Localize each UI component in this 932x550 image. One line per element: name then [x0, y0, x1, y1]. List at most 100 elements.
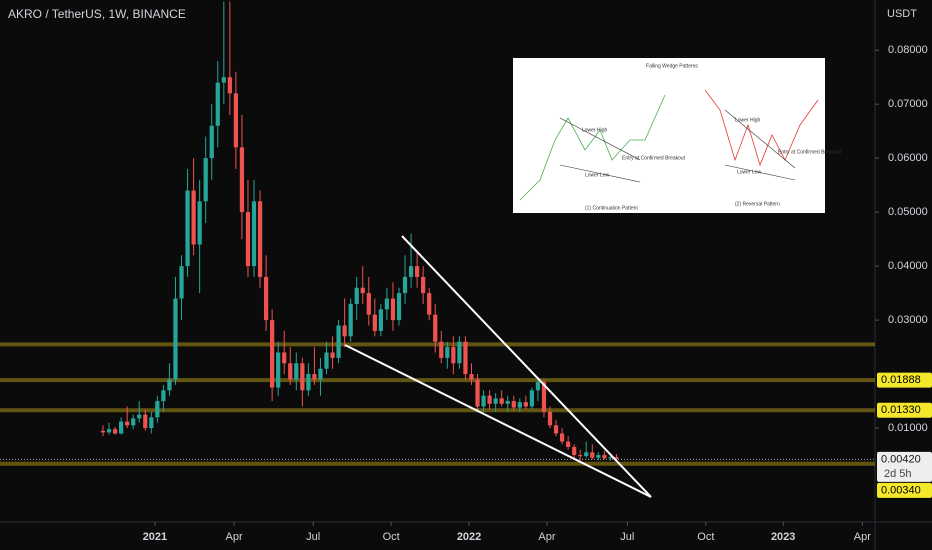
price-badge-label: 0.00340: [881, 484, 921, 496]
candle-body: [614, 457, 619, 460]
candle-body: [348, 303, 353, 337]
candle-body: [566, 441, 571, 447]
candle-body: [282, 352, 287, 364]
candle-body: [427, 293, 432, 315]
candle-body: [300, 363, 305, 391]
lower-trendline: [344, 344, 652, 498]
candle-body: [161, 390, 166, 402]
candle-body: [608, 457, 613, 459]
candle-body: [203, 158, 208, 202]
candle-body: [584, 452, 589, 457]
candle-body: [354, 287, 359, 304]
inset-image: Falling Wedge Patterns Lower High Lower …: [513, 58, 842, 213]
candle-body: [257, 201, 263, 277]
x-tick-label: 2021: [143, 531, 167, 543]
candle-body: [137, 414, 142, 419]
inset-background: [513, 58, 825, 213]
candle-body: [421, 276, 426, 294]
price-badge-label: 0.01888: [881, 374, 921, 386]
candle-body: [553, 425, 559, 434]
y-tick-label: 0.03000: [888, 314, 928, 326]
candle-body: [221, 77, 226, 83]
candle-body: [227, 77, 232, 94]
candle-body: [342, 325, 347, 337]
x-tick-label: Jul: [306, 531, 320, 543]
inset-caption: (1) Continuation Pattern: [585, 205, 638, 211]
candle-body: [602, 455, 607, 459]
candle-body: [372, 314, 377, 331]
candle-body: [245, 212, 251, 267]
candle-body: [179, 266, 184, 299]
x-tick-label: Apr: [538, 531, 555, 543]
y-tick-label: 0.07000: [888, 98, 928, 110]
price-badge: [877, 482, 932, 498]
x-tick-label: 2022: [457, 531, 481, 543]
x-tick-label: Oct: [697, 531, 714, 543]
candle-body: [469, 374, 474, 380]
candle-body: [270, 320, 275, 388]
candle-body: [578, 455, 583, 457]
countdown: 2d 5h: [884, 468, 912, 480]
candle-body: [487, 395, 492, 404]
candle-body: [318, 368, 323, 380]
inset-line: [559, 164, 641, 183]
candle-body: [312, 374, 317, 380]
x-tick-label: Apr: [854, 531, 871, 543]
candle-body: [239, 147, 245, 213]
candle-body: [330, 352, 335, 358]
price-badge: [877, 372, 932, 388]
candle-body: [572, 446, 577, 456]
x-tick-label: 2023: [771, 531, 795, 543]
candle-body: [463, 341, 468, 375]
candle-body: [288, 363, 293, 380]
candle-body: [378, 309, 383, 331]
candle-body: [439, 341, 444, 358]
y-tick-label: 0.08000: [888, 44, 928, 56]
candle-body: [457, 341, 462, 364]
y-tick-label: 0.04000: [888, 260, 928, 272]
candle-body: [131, 418, 136, 426]
candle-body: [541, 382, 547, 412]
candle-body: [559, 433, 565, 442]
upper-trendline: [401, 235, 652, 498]
inset-line: [724, 109, 796, 169]
inset-path-right: [704, 89, 819, 167]
candle-body: [408, 266, 414, 277]
x-tick-label: Oct: [383, 531, 400, 543]
inset-path-left: [519, 94, 666, 201]
y-tick-label: 0.06000: [888, 152, 928, 164]
candle-body: [306, 374, 311, 391]
axes: 0.01000 0.03000 0.04000 0.05000 0.06000 0.070…: [143, 44, 932, 543]
candle-body: [445, 347, 450, 358]
candle-body: [493, 398, 498, 404]
price-badge: [877, 402, 932, 418]
candle-body: [390, 298, 396, 321]
candle-body: [167, 379, 172, 391]
candle-body: [197, 201, 202, 245]
candle-body: [185, 190, 190, 267]
candle-body: [215, 82, 220, 126]
price-badge-label: 0.00420: [881, 453, 921, 465]
y-tick-label: 0.05000: [888, 206, 928, 218]
inset-line: [724, 164, 796, 181]
candle-body: [475, 379, 480, 407]
candle-body: [276, 352, 281, 388]
candle-body: [511, 401, 516, 408]
price-lines: [0, 342, 875, 466]
candle-body: [209, 125, 214, 159]
candle-body: [294, 363, 299, 380]
candle-body: [100, 430, 106, 433]
candle-body: [360, 287, 365, 294]
inset-line: [559, 117, 641, 161]
candle-body: [547, 411, 553, 426]
candle-body: [233, 93, 239, 148]
candle-body: [191, 190, 196, 245]
inset-label: Lower High: [735, 117, 761, 123]
candle-body: [366, 293, 371, 315]
candle-body: [481, 395, 486, 407]
chart-title: AKRO / TetherUS, 1W, BINANCE: [8, 7, 186, 21]
candle-body: [517, 402, 522, 408]
candle-body: [143, 414, 148, 429]
y-tick-label: 0.01000: [888, 422, 928, 434]
